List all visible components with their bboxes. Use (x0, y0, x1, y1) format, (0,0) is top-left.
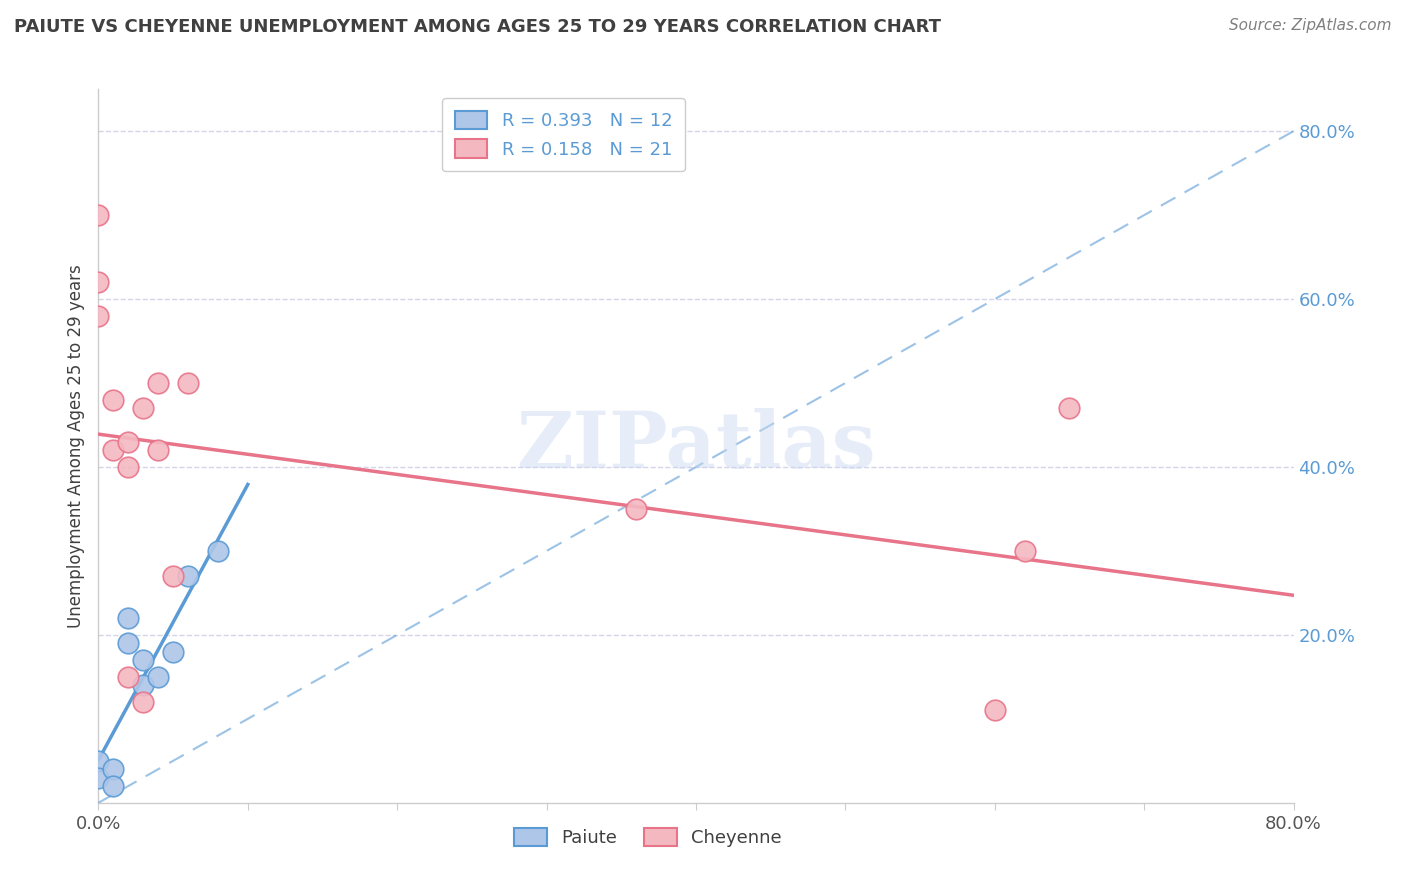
Text: PAIUTE VS CHEYENNE UNEMPLOYMENT AMONG AGES 25 TO 29 YEARS CORRELATION CHART: PAIUTE VS CHEYENNE UNEMPLOYMENT AMONG AG… (14, 18, 941, 36)
Point (87, 309, 110, 323)
Point (117, 611, 139, 625)
Point (103, 779, 125, 793)
Point (162, 569, 184, 583)
Point (148, 670, 170, 684)
Point (1014, 544, 1036, 558)
Point (87, 754, 110, 768)
Point (148, 443, 170, 458)
Point (117, 460, 139, 475)
Point (117, 434, 139, 449)
Y-axis label: Unemployment Among Ages 25 to 29 years: Unemployment Among Ages 25 to 29 years (66, 264, 84, 628)
Text: ZIPatlas: ZIPatlas (516, 408, 876, 484)
Point (132, 695, 155, 709)
Point (87, 275, 110, 289)
Point (162, 645, 184, 659)
Point (132, 401, 155, 416)
Point (87, 771, 110, 785)
Point (103, 392, 125, 407)
Point (103, 762, 125, 776)
Point (103, 443, 125, 458)
Point (117, 636, 139, 650)
Point (207, 544, 229, 558)
Point (177, 569, 200, 583)
Point (148, 376, 170, 390)
Legend: Paiute, Cheyenne: Paiute, Cheyenne (503, 817, 793, 858)
Point (132, 653, 155, 667)
Point (1059, 401, 1081, 416)
Point (177, 376, 200, 390)
Point (626, 502, 648, 516)
Text: Source: ZipAtlas.com: Source: ZipAtlas.com (1229, 18, 1392, 33)
Point (87, 208, 110, 222)
Point (117, 670, 139, 684)
Point (984, 703, 1007, 717)
Point (132, 678, 155, 692)
